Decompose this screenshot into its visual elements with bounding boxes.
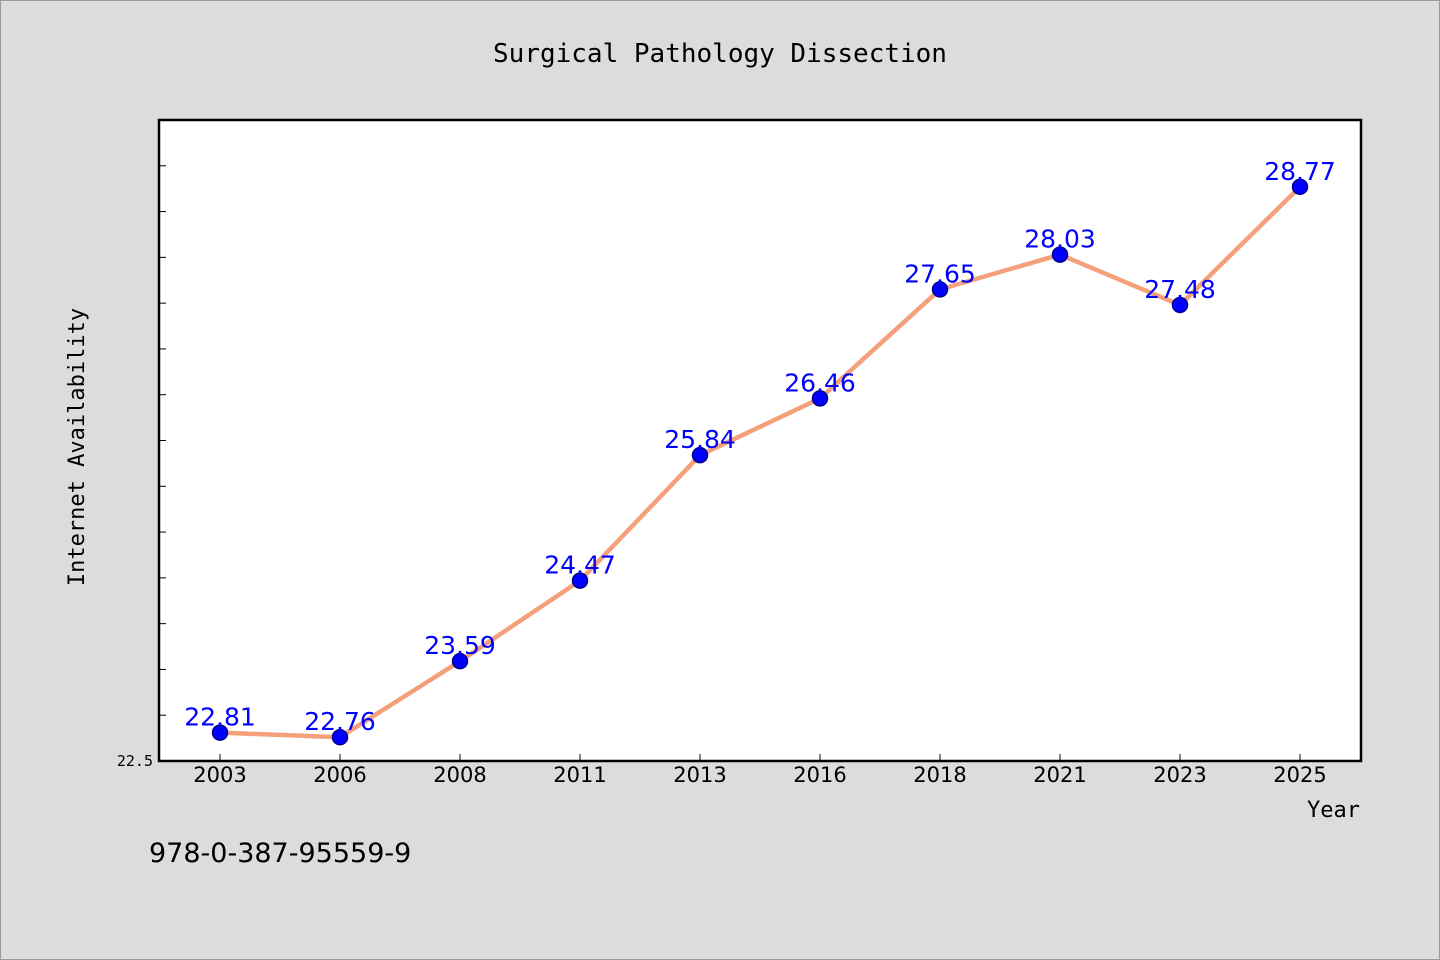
data-label-2023: 27.48	[1144, 275, 1216, 304]
x-tick-label-2025: 2025	[1273, 763, 1326, 787]
x-tick-label-2016: 2016	[793, 763, 846, 787]
data-label-2018: 27.65	[904, 259, 976, 288]
y-axis-label: Internet Availability	[65, 308, 90, 586]
data-markers	[211, 178, 1309, 746]
data-point-2006	[331, 728, 349, 746]
data-label-2016: 26.46	[784, 368, 856, 397]
data-point-2023	[1171, 296, 1189, 314]
x-tick-label-2006: 2006	[313, 763, 366, 787]
x-axis-ticks: 2003 2006 2008 2011 2013 2016 2018 2021 2023 2025	[193, 754, 1327, 787]
data-point-2025	[1291, 178, 1309, 196]
data-label-2003: 22.81	[184, 703, 256, 732]
data-labels: 22.81 22.76 23.59 24.47 25.84 26.46 27.65 28.03…	[184, 157, 1336, 736]
plot-area	[157, 118, 1363, 763]
x-tick-label-2023: 2023	[1153, 763, 1206, 787]
data-point-2018	[931, 281, 949, 298]
series-line-group	[217, 184, 1303, 740]
data-label-2011: 24.47	[544, 551, 616, 580]
data-point-2021	[1051, 246, 1069, 263]
data-point-2016	[811, 390, 829, 407]
data-point-2008	[451, 652, 469, 670]
x-tick-label-2003: 2003	[193, 763, 246, 787]
chart-title: Surgical Pathology Dissection	[493, 39, 947, 69]
data-label-2025: 28.77	[1264, 157, 1336, 186]
data-label-2021: 28.03	[1024, 225, 1096, 254]
y-axis-ticks: 22.5	[117, 119, 166, 770]
x-tick-label-2021: 2021	[1033, 763, 1086, 787]
x-tick-label-2008: 2008	[433, 763, 486, 787]
data-label-2006: 22.76	[304, 707, 376, 736]
y-tick-label: 22.5	[117, 752, 153, 770]
data-point-2003	[211, 724, 229, 741]
x-tick-label-2013: 2013	[673, 763, 726, 787]
data-label-2008: 23.59	[424, 631, 496, 660]
isbn-caption: 978-0-387-95559-9	[149, 838, 411, 869]
x-tick-label-2018: 2018	[913, 763, 966, 787]
data-label-2013: 25.84	[664, 425, 736, 454]
x-axis-label: Year	[1307, 798, 1360, 823]
x-tick-label-2011: 2011	[553, 763, 606, 787]
data-point-2013	[691, 446, 709, 464]
series-line	[217, 184, 1303, 740]
data-point-2011	[571, 572, 589, 589]
